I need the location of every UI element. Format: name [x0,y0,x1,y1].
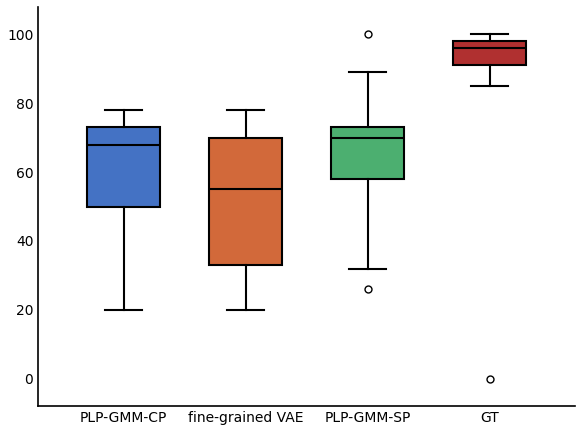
PathPatch shape [209,138,282,265]
PathPatch shape [453,41,526,66]
PathPatch shape [331,127,404,179]
PathPatch shape [87,127,160,206]
